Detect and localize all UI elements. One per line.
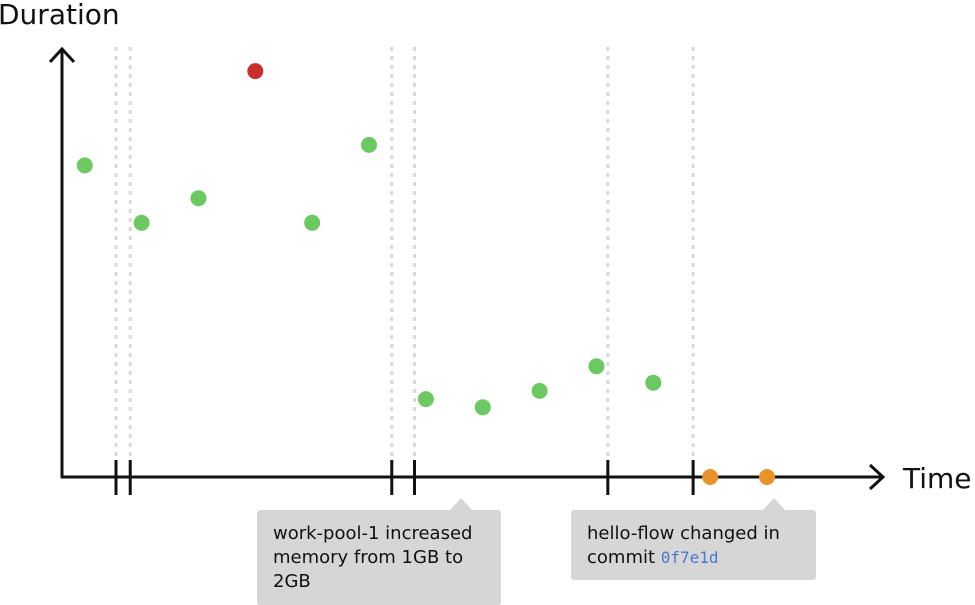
memory-change-annotation: work-pool-1 increased memory from 1GB to…: [257, 498, 501, 605]
run-point-outlier[interactable]: [247, 63, 264, 80]
run-point-normal[interactable]: [304, 214, 321, 231]
run-point-normal[interactable]: [588, 358, 605, 375]
run-point-pending[interactable]: [759, 469, 776, 485]
y-axis-arrow: [48, 46, 76, 64]
run-points: [76, 63, 776, 485]
event-guides: [114, 47, 695, 477]
x-axis-arrow: [868, 463, 886, 491]
run-point-normal[interactable]: [76, 157, 93, 174]
commit-change-annotation: hello-flow changed in commit 0f7e1d: [571, 498, 816, 580]
commit-hash[interactable]: 0f7e1d: [660, 548, 719, 567]
memory-change-text: work-pool-1 increased memory from 1GB to…: [273, 523, 473, 592]
run-point-pending[interactable]: [702, 469, 719, 485]
event-ticks: [114, 460, 695, 495]
run-point-normal[interactable]: [645, 374, 662, 391]
axes: [48, 46, 886, 491]
y-axis-label: Duration: [0, 0, 120, 31]
run-point-normal[interactable]: [133, 214, 150, 231]
run-point-normal[interactable]: [190, 190, 207, 207]
run-point-normal[interactable]: [531, 382, 548, 399]
commit-change-text: hello-flow changed in commit: [587, 523, 786, 568]
run-point-normal[interactable]: [474, 399, 491, 416]
run-point-normal[interactable]: [417, 391, 434, 408]
run-point-normal[interactable]: [361, 136, 378, 153]
x-axis-label: Time: [902, 462, 972, 495]
